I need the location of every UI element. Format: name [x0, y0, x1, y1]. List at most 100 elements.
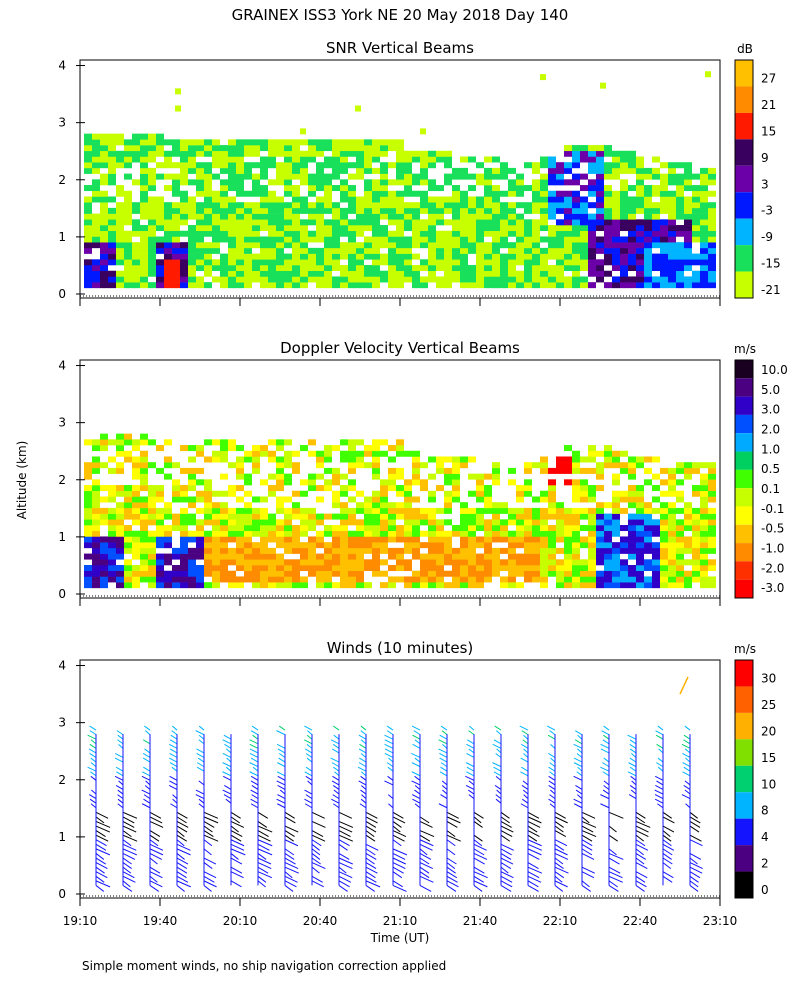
snr-cell	[628, 213, 636, 220]
snr-cell	[212, 242, 220, 249]
snr-cell	[236, 282, 244, 289]
snr-cell	[228, 179, 236, 186]
snr-cell	[132, 265, 140, 272]
snr-cell	[564, 276, 572, 283]
doppler-cell	[428, 473, 436, 480]
wind-barb	[171, 730, 178, 736]
doppler-cell	[332, 542, 340, 549]
snr-cell	[660, 276, 668, 283]
snr-cell	[252, 162, 260, 169]
doppler-cell	[700, 547, 708, 554]
doppler-cell	[276, 576, 284, 583]
doppler-cell	[308, 473, 316, 480]
doppler-cell	[244, 542, 252, 549]
snr-cell	[220, 202, 228, 209]
x-tick-label: 22:10	[543, 914, 578, 928]
doppler-cell	[180, 496, 188, 503]
doppler-cell	[116, 536, 124, 543]
wind-barb	[683, 739, 691, 745]
snr-cell	[188, 270, 196, 277]
snr-cell	[644, 225, 652, 232]
snr-cell	[164, 213, 172, 220]
doppler-cell	[684, 502, 692, 509]
snr-cell	[364, 270, 372, 277]
snr-cell	[620, 196, 628, 203]
wind-barb	[521, 743, 529, 749]
colorbar-swatch	[735, 378, 753, 397]
snr-cell	[316, 230, 324, 237]
wind-barb	[203, 885, 212, 892]
wind-barb	[331, 780, 340, 786]
doppler-cell	[516, 525, 524, 532]
wind-barb	[527, 834, 538, 842]
snr-cell	[244, 265, 252, 272]
doppler-cell	[132, 565, 140, 572]
colorbar-swatch	[735, 139, 753, 166]
wind-barb	[142, 757, 151, 763]
wind-barb	[251, 794, 259, 800]
doppler-cell	[316, 473, 324, 480]
wind-barb	[277, 775, 286, 781]
snr-cell	[308, 247, 316, 254]
doppler-cell	[228, 462, 236, 469]
snr-cell	[124, 156, 132, 163]
doppler-cell	[380, 530, 388, 537]
snr-cell	[324, 179, 332, 186]
doppler-cell	[292, 559, 300, 566]
doppler-cell	[340, 565, 348, 572]
snr-cell	[252, 230, 260, 237]
doppler-cell	[108, 507, 116, 514]
doppler-cell	[180, 530, 188, 537]
snr-cell	[604, 202, 612, 209]
snr-cell	[660, 225, 668, 232]
wind-barb	[311, 843, 320, 851]
doppler-cell	[524, 490, 532, 497]
doppler-cell	[348, 536, 356, 543]
doppler-cell	[636, 485, 644, 492]
snr-cell	[404, 276, 412, 283]
snr-cell	[156, 207, 164, 214]
snr-cell	[620, 202, 628, 209]
doppler-cell	[324, 582, 332, 589]
snr-cell	[308, 145, 316, 152]
wind-barb	[122, 839, 132, 847]
snr-cell	[356, 213, 364, 220]
doppler-cell	[572, 513, 580, 520]
doppler-cell	[588, 507, 596, 514]
snr-cell	[532, 259, 540, 266]
snr-cell	[140, 145, 148, 152]
doppler-cell	[268, 576, 276, 583]
doppler-cell	[252, 553, 260, 560]
doppler-cell	[148, 513, 156, 520]
snr-cell	[260, 207, 268, 214]
wind-barb	[494, 785, 502, 790]
wind-barb	[658, 748, 664, 754]
snr-panel-title: SNR Vertical Beams	[326, 39, 474, 57]
doppler-cell	[636, 542, 644, 549]
snr-cell	[124, 270, 132, 277]
doppler-cell	[532, 576, 540, 583]
doppler-cell	[204, 490, 212, 497]
doppler-cell	[644, 536, 652, 543]
doppler-cell	[444, 559, 452, 566]
snr-cell	[284, 173, 292, 180]
wind-barb	[203, 871, 217, 879]
snr-cell	[244, 162, 252, 169]
wind-barb	[279, 789, 286, 795]
doppler-cell	[532, 570, 540, 577]
wind-barb	[176, 821, 189, 828]
doppler-cell	[284, 450, 292, 457]
snr-cell	[508, 202, 516, 209]
doppler-cell	[156, 496, 164, 503]
doppler-cell	[372, 513, 380, 520]
doppler-cell	[260, 565, 268, 572]
doppler-cell	[276, 519, 284, 526]
doppler-cell	[340, 536, 348, 543]
doppler-cell	[468, 576, 476, 583]
wind-barb	[257, 839, 273, 847]
doppler-cell	[692, 507, 700, 514]
snr-cell	[676, 270, 684, 277]
wind-barb	[573, 762, 583, 768]
doppler-cell	[516, 536, 524, 543]
snr-cell	[364, 196, 372, 203]
